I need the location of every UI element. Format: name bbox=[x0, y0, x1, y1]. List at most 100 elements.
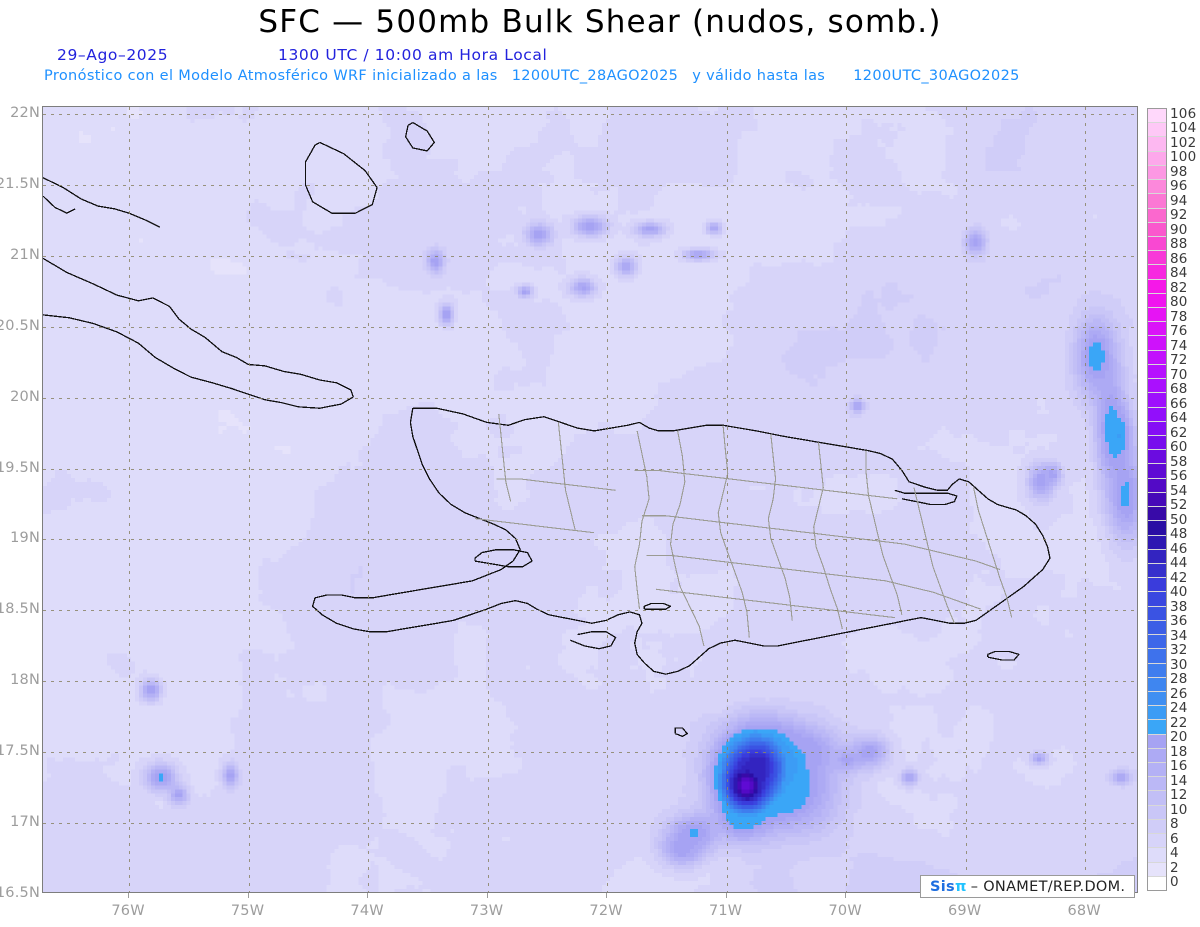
pi-logo-icon: π bbox=[955, 879, 967, 895]
colorbar-tick-label: 6 bbox=[1170, 831, 1179, 847]
colorbar-tick-label: 46 bbox=[1170, 541, 1188, 557]
colorbar-tick-label: 4 bbox=[1170, 845, 1179, 861]
colorbar-swatch bbox=[1148, 777, 1166, 791]
colorbar-tick-label: 20 bbox=[1170, 729, 1188, 745]
longitude-tick-label: 71W bbox=[709, 903, 742, 919]
colorbar-tick-label: 44 bbox=[1170, 555, 1188, 571]
colorbar-swatch bbox=[1148, 877, 1166, 890]
latitude-tick-label: 17.5N bbox=[0, 743, 40, 759]
colorbar-tick-label: 62 bbox=[1170, 425, 1188, 441]
colorbar-swatch bbox=[1148, 791, 1166, 805]
colorbar-tick-label: 88 bbox=[1170, 236, 1188, 252]
colorbar-tick-label: 90 bbox=[1170, 222, 1188, 238]
colorbar-swatch bbox=[1148, 493, 1166, 507]
colorbar-swatch bbox=[1148, 578, 1166, 592]
longitude-tick-label: 75W bbox=[231, 903, 264, 919]
colorbar-swatch bbox=[1148, 336, 1166, 350]
colorbar-tick-label: 102 bbox=[1170, 135, 1196, 151]
page-title: SFC — 500mb Bulk Shear (nudos, somb.) bbox=[0, 4, 1200, 40]
colorbar-swatch bbox=[1148, 649, 1166, 663]
colorbar-tick-label: 32 bbox=[1170, 642, 1188, 658]
colorbar-tick-label: 2 bbox=[1170, 860, 1179, 876]
logo-separator: – bbox=[971, 879, 979, 895]
colorbar-tick-label: 104 bbox=[1170, 120, 1196, 136]
colorbar-tick-label: 18 bbox=[1170, 744, 1188, 760]
colorbar-swatch bbox=[1148, 180, 1166, 194]
longitude-tick-label: 74W bbox=[350, 903, 383, 919]
forecast-note-1: Pronóstico con el Modelo Atmosférico WRF… bbox=[44, 68, 498, 84]
colorbar-tick-label: 34 bbox=[1170, 628, 1188, 644]
colorbar-swatch bbox=[1148, 166, 1166, 180]
colorbar-swatch bbox=[1148, 834, 1166, 848]
colorbar-tick-label: 22 bbox=[1170, 715, 1188, 731]
colorbar-labels: 0 2 4 6 8 10 12 14 16 18 20 22 24 26 28 30 32 34 36 38 40 42 4… bbox=[1170, 108, 1200, 891]
forecast-note-2: y válido hasta las bbox=[692, 68, 825, 84]
colorbar-tick-label: 76 bbox=[1170, 323, 1188, 339]
colorbar-swatch bbox=[1148, 194, 1166, 208]
colorbar-tick-label: 24 bbox=[1170, 700, 1188, 716]
longitude-tick-label: 68W bbox=[1068, 903, 1101, 919]
colorbar-swatch bbox=[1148, 294, 1166, 308]
colorbar-tick-label: 92 bbox=[1170, 207, 1188, 223]
colorbar-swatch bbox=[1148, 550, 1166, 564]
longitude-axis: 76W 75W 74W 73W 72W 71W 70W 69W 68W bbox=[42, 893, 1138, 927]
colorbar-tick-label: 66 bbox=[1170, 396, 1188, 412]
colorbar-swatch bbox=[1148, 806, 1166, 820]
attribution-badge: Sis π – ONAMET/REP.DOM. bbox=[920, 875, 1135, 898]
colorbar-tick-label: 0 bbox=[1170, 874, 1179, 890]
colorbar-swatch bbox=[1148, 393, 1166, 407]
colorbar-swatch bbox=[1148, 152, 1166, 166]
map-plot-area[interactable] bbox=[42, 106, 1138, 893]
header: SFC — 500mb Bulk Shear (nudos, somb.) 29… bbox=[0, 0, 1200, 96]
colorbar-tick-label: 80 bbox=[1170, 294, 1188, 310]
colorbar-swatch bbox=[1148, 137, 1166, 151]
colorbar-swatch bbox=[1148, 720, 1166, 734]
colorbar-tick-label: 82 bbox=[1170, 280, 1188, 296]
colorbar-swatch bbox=[1148, 749, 1166, 763]
colorbar-swatch bbox=[1148, 351, 1166, 365]
colorbar-swatch bbox=[1148, 763, 1166, 777]
colorbar-swatch bbox=[1148, 322, 1166, 336]
colorbar-swatch bbox=[1148, 450, 1166, 464]
longitude-tick-mark bbox=[845, 893, 846, 898]
colorbar-tick-label: 42 bbox=[1170, 570, 1188, 586]
latitude-tick-label: 19.5N bbox=[0, 460, 40, 476]
latitude-axis: 22N 21.5N 21N 20.5N 20N 19.5N 19N 18.5N 18N 17.5N… bbox=[0, 106, 42, 893]
colorbar-swatch bbox=[1148, 536, 1166, 550]
colorbar-tick-label: 12 bbox=[1170, 787, 1188, 803]
latitude-tick-label: 19N bbox=[10, 530, 40, 546]
colorbar-swatch bbox=[1148, 521, 1166, 535]
colorbar-swatch bbox=[1148, 251, 1166, 265]
longitude-tick-mark bbox=[367, 893, 368, 898]
longitude-tick-label: 73W bbox=[470, 903, 503, 919]
longitude-tick-mark bbox=[248, 893, 249, 898]
colorbar-swatch bbox=[1148, 735, 1166, 749]
latitude-tick-label: 20N bbox=[10, 389, 40, 405]
colorbar-swatch bbox=[1148, 280, 1166, 294]
latitude-tick-label: 17N bbox=[10, 814, 40, 830]
colorbar-tick-label: 70 bbox=[1170, 367, 1188, 383]
colorbar-tick-label: 52 bbox=[1170, 497, 1188, 513]
colorbar-swatch bbox=[1148, 223, 1166, 237]
forecast-date: 29–Ago–2025 bbox=[57, 46, 168, 64]
colorbar-swatch bbox=[1148, 592, 1166, 606]
colorbar-swatch bbox=[1148, 464, 1166, 478]
colorbar-tick-label: 86 bbox=[1170, 251, 1188, 267]
colorbar-tick-label: 10 bbox=[1170, 802, 1188, 818]
colorbar-swatch bbox=[1148, 621, 1166, 635]
colorbar-swatch bbox=[1148, 436, 1166, 450]
colorbar-tick-label: 48 bbox=[1170, 526, 1188, 542]
colorbar-tick-label: 98 bbox=[1170, 164, 1188, 180]
colorbar-tick-label: 16 bbox=[1170, 758, 1188, 774]
colorbar-swatch bbox=[1148, 692, 1166, 706]
colorbar-swatch bbox=[1148, 706, 1166, 720]
colorbar-swatch bbox=[1148, 664, 1166, 678]
colorbar-tick-label: 64 bbox=[1170, 410, 1188, 426]
colorbar-swatch bbox=[1148, 408, 1166, 422]
colorbar-tick-label: 100 bbox=[1170, 149, 1196, 165]
colorbar-swatch bbox=[1148, 564, 1166, 578]
colorbar-tick-label: 14 bbox=[1170, 773, 1188, 789]
colorbar bbox=[1147, 108, 1167, 891]
colorbar-tick-label: 38 bbox=[1170, 599, 1188, 615]
longitude-tick-mark bbox=[606, 893, 607, 898]
